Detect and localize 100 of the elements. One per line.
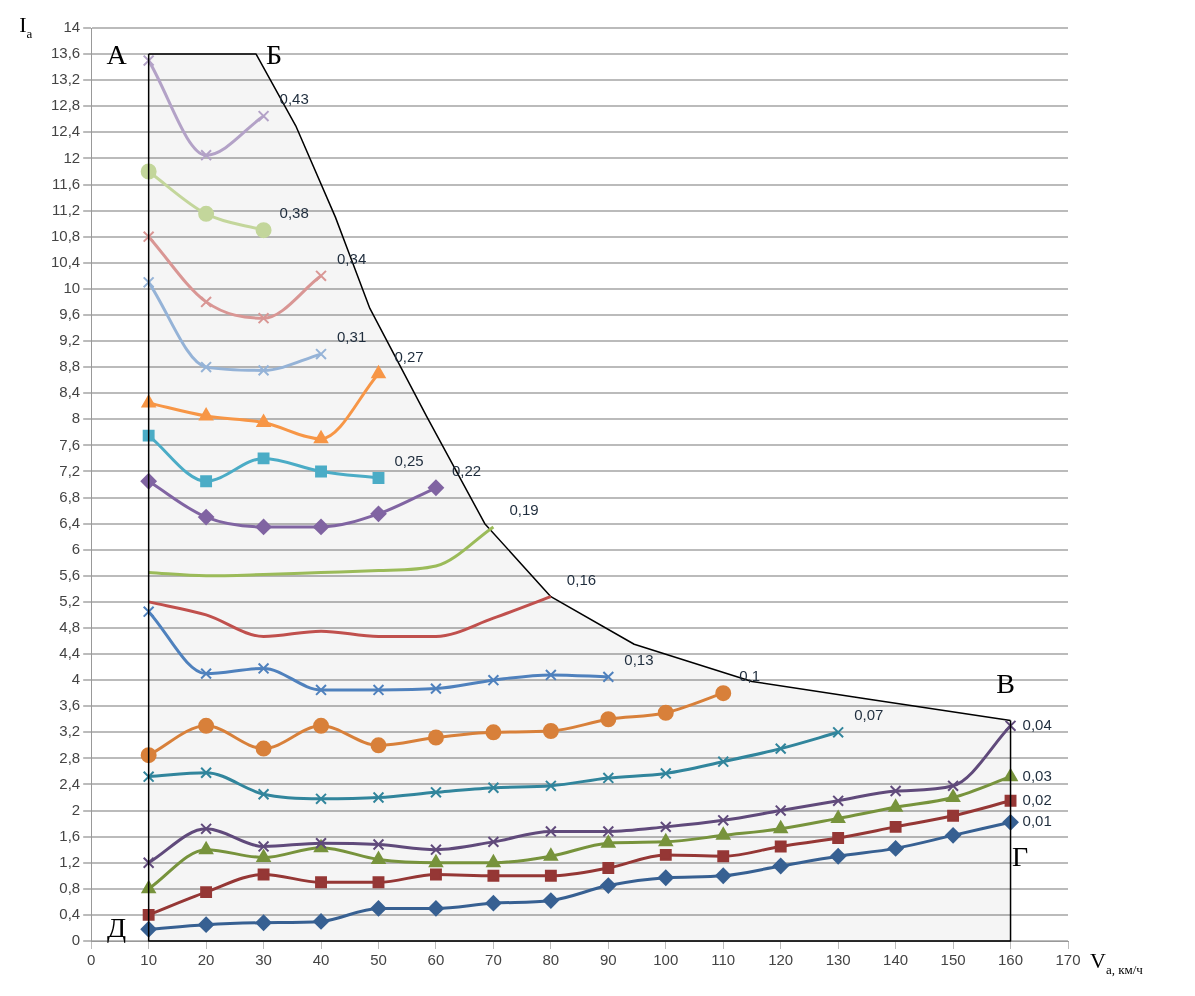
point [717,850,730,863]
y-tick-label: 2 [71,800,81,818]
series-label: 0,03 [1022,766,1052,784]
point [947,779,960,792]
point [313,430,329,444]
point [370,737,387,754]
series-label: 0,16 [566,570,597,588]
point [716,827,731,840]
series-label: 0,38 [279,204,309,222]
x-tick-label: 90 [599,951,617,969]
point [315,792,327,805]
series-label: 0,01 [1022,812,1052,830]
point [1004,719,1017,732]
point [257,312,270,325]
point [200,886,213,899]
y-tick-label: 7,6 [59,435,81,453]
series-label: 0,31 [337,328,367,346]
x-tick-label: 30 [255,951,272,969]
series-label: 0,43 [279,90,309,108]
point [832,794,845,807]
point [946,789,961,803]
point [140,921,157,938]
y-tick-label: 9,6 [59,305,81,323]
point [544,779,557,792]
point [658,833,673,847]
point [430,868,442,881]
x-tick-label: 20 [197,951,215,969]
point [372,683,385,696]
point [142,429,155,442]
point [257,110,270,122]
y-tick-label: 13,6 [50,44,81,62]
point [257,840,270,853]
annotation: Б [266,39,283,71]
series-label: 0,19 [509,501,539,519]
x-tick-label: 70 [485,951,502,969]
y-tick-label: 12,4 [50,122,81,140]
x-tick-label: 110 [711,951,736,969]
y-tick-label: 9,2 [59,331,81,349]
series-label: 0,04 [1022,715,1052,733]
y-tick-label: 2,8 [59,748,81,766]
x-tick-label: 150 [940,951,966,969]
point [487,869,500,882]
point [200,475,213,488]
point [256,849,271,863]
x-tick-label: 120 [768,951,794,969]
point [142,856,155,869]
point [315,348,327,361]
y-tick-label: 6,4 [59,513,81,531]
point [198,717,215,734]
x-tick-label: 160 [998,951,1024,969]
point [315,683,327,696]
annotation: В [996,667,1015,699]
x-tick-label: 50 [370,951,387,969]
y-tick-label: 13,2 [50,70,81,88]
point [657,869,674,886]
point [142,605,155,618]
point [544,668,557,681]
y-tick-label: 2,4 [59,774,81,792]
point [715,685,732,702]
point [200,667,213,680]
y-tick-label: 5,6 [59,565,81,583]
point [601,835,616,848]
point [257,364,270,377]
point [430,843,442,856]
point [485,895,502,912]
point [602,825,615,838]
point [372,838,385,851]
point [370,900,387,917]
y-tick-label: 4,8 [59,618,81,636]
y-tick-label: 0 [71,931,81,949]
point [315,269,327,282]
y-tick-label: 4,4 [59,644,81,662]
point [315,876,327,889]
point [313,913,330,930]
point [486,854,501,868]
x-tick-label: 130 [825,951,851,969]
point [372,472,385,484]
y-tick-label: 11,2 [52,200,81,218]
point [887,840,904,857]
annotation: Д [107,912,127,943]
y-tick-label: 10,4 [50,252,81,270]
point [774,840,787,853]
point [659,848,672,861]
y-tick-label: 1,6 [59,826,81,844]
point [600,877,617,894]
point [1003,768,1018,782]
point [199,841,214,855]
y-tick-label: 6 [71,539,81,557]
point [542,723,559,740]
point [313,717,330,734]
point [198,916,215,933]
series-label: 0,27 [394,347,424,365]
point [142,54,155,67]
point [772,858,789,874]
point [889,820,902,833]
point [257,452,270,465]
point [832,726,845,739]
point [602,862,615,874]
point [600,711,617,728]
point [830,848,847,865]
